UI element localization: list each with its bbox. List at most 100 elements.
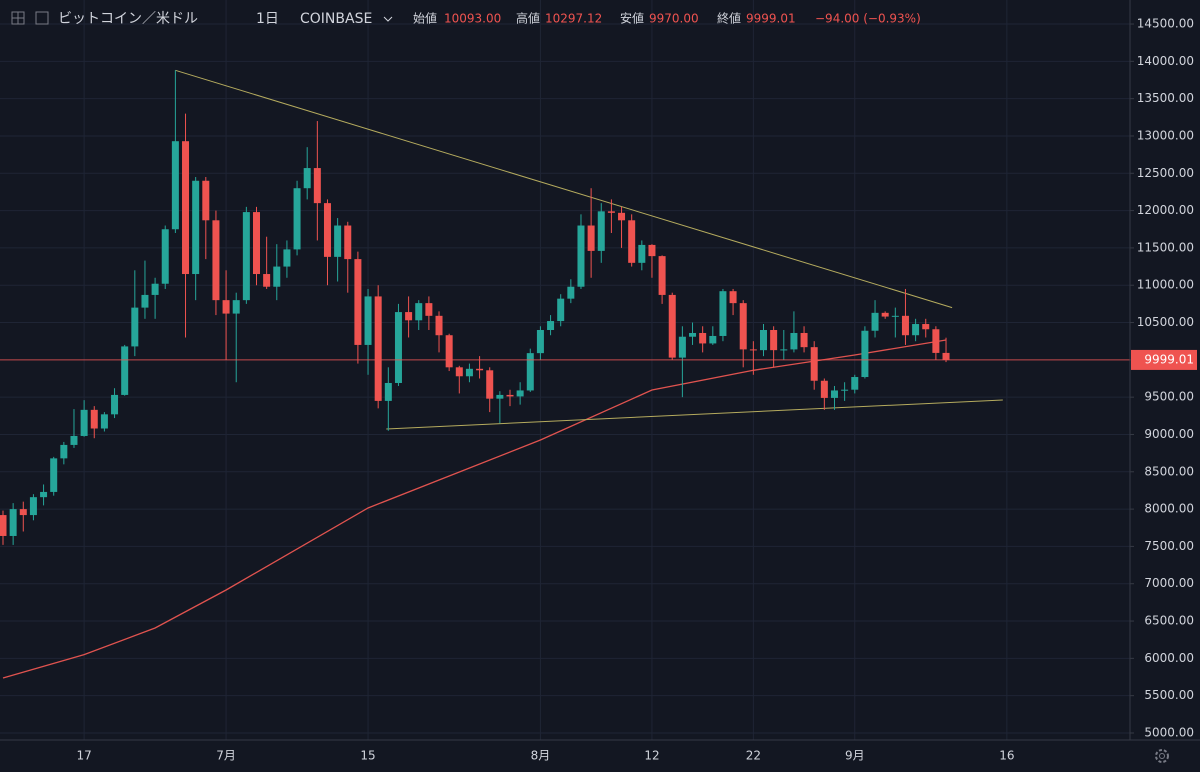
ohlc-value: 9999.01 — [746, 12, 796, 26]
candle-body — [384, 382, 392, 401]
candle-body — [445, 335, 453, 368]
ohlc-label: 高値 — [516, 11, 540, 26]
candle-body — [567, 286, 575, 299]
candle-body — [111, 394, 119, 415]
interval[interactable]: 1日 — [256, 11, 279, 27]
y-tick-label: 7500.00 — [1144, 539, 1194, 553]
dropdown-caret[interactable] — [383, 16, 393, 22]
x-tick-label: 9月 — [845, 749, 865, 763]
candle-body — [80, 409, 88, 436]
y-tick-label: 9000.00 — [1144, 427, 1194, 441]
candle-body — [192, 180, 200, 275]
trendline — [386, 399, 1003, 430]
candle-body — [9, 509, 17, 536]
candle-body — [618, 212, 626, 221]
candle-body — [70, 435, 78, 445]
settings-icon[interactable] — [1155, 749, 1169, 763]
candle-body — [171, 141, 179, 230]
candle-body — [597, 211, 605, 251]
candle-body — [912, 324, 920, 336]
candle-body — [323, 203, 331, 257]
candle-body — [830, 390, 838, 398]
x-tick-label: 17 — [76, 749, 91, 763]
candle-body — [293, 188, 301, 250]
y-tick-label: 6500.00 — [1144, 614, 1194, 628]
candle-body — [942, 352, 950, 360]
candle-body — [222, 300, 230, 314]
candle-body — [506, 394, 514, 397]
candle-body — [60, 444, 68, 459]
candle-body — [253, 212, 260, 275]
candle-body — [820, 380, 828, 398]
candle-body — [0, 515, 7, 536]
candle-body — [202, 180, 210, 221]
y-tick-label: 12500.00 — [1137, 166, 1194, 180]
candle-body — [648, 244, 656, 257]
candle-body — [496, 394, 504, 399]
x-tick-label: 12 — [644, 749, 659, 763]
y-tick-label: 8500.00 — [1144, 464, 1194, 478]
candle-body — [800, 332, 808, 348]
candle-body — [374, 296, 382, 401]
candle-body — [354, 259, 362, 345]
candle-body — [760, 330, 767, 351]
candle-body — [232, 300, 240, 314]
ohlc-value: 10297.12 — [545, 12, 602, 26]
candle-body — [668, 294, 676, 358]
candle-body — [719, 291, 727, 336]
toolbar-icons[interactable] — [11, 11, 49, 25]
y-tick-label: 10500.00 — [1137, 315, 1194, 329]
ohlc-value: 9970.00 — [649, 12, 699, 26]
symbol[interactable]: ビットコイン／米ドル — [58, 11, 198, 27]
candle-body — [699, 332, 707, 344]
candle-body — [19, 509, 27, 516]
ohlc-value: 10093.00 — [444, 12, 501, 26]
candle-body — [841, 389, 849, 391]
ohlc-label: 終値 — [717, 11, 741, 26]
candle-body — [516, 390, 524, 397]
ohlc-label: 安値 — [620, 11, 644, 26]
candle-body — [689, 332, 697, 337]
candle-body — [932, 329, 940, 353]
x-tick-label: 22 — [746, 749, 761, 763]
candle-body — [313, 168, 321, 204]
x-tick-label: 7月 — [216, 749, 236, 763]
candle-body — [161, 229, 169, 284]
candle-body — [303, 168, 311, 189]
candle-body — [780, 349, 788, 351]
gear[interactable] — [1155, 749, 1169, 763]
last-price-box — [1131, 349, 1197, 370]
y-tick-label: 5500.00 — [1144, 688, 1194, 702]
candle-body — [678, 336, 686, 358]
candle-body — [901, 315, 909, 336]
candle-body — [749, 349, 757, 351]
y-tick-label: 9500.00 — [1144, 390, 1194, 404]
candle-body — [526, 353, 534, 391]
collapse-icon[interactable] — [35, 11, 49, 25]
y-tick-label: 14500.00 — [1137, 17, 1194, 31]
candle-body — [141, 294, 149, 308]
exchange[interactable]: COINBASE — [300, 11, 372, 27]
candle-body — [881, 312, 889, 317]
candle-body — [364, 296, 372, 345]
candle-body — [486, 370, 494, 399]
candle-body — [739, 303, 747, 350]
candle-body — [435, 315, 443, 336]
candle-body — [425, 303, 433, 316]
candle-body — [709, 335, 717, 344]
candle-body — [344, 225, 352, 260]
x-tick-label: 15 — [360, 749, 375, 763]
y-tick-label: 13000.00 — [1137, 128, 1194, 142]
candle-body — [476, 368, 484, 371]
candle-body — [577, 225, 585, 287]
candle-body — [212, 220, 220, 301]
candle-body — [770, 330, 778, 351]
candle-body — [658, 256, 666, 295]
gear-center — [1159, 753, 1165, 759]
candle-body — [273, 266, 281, 287]
candle-body — [557, 298, 565, 322]
y-tick-label: 13500.00 — [1137, 91, 1194, 105]
candle-body — [861, 330, 869, 378]
candle-body — [587, 225, 595, 251]
